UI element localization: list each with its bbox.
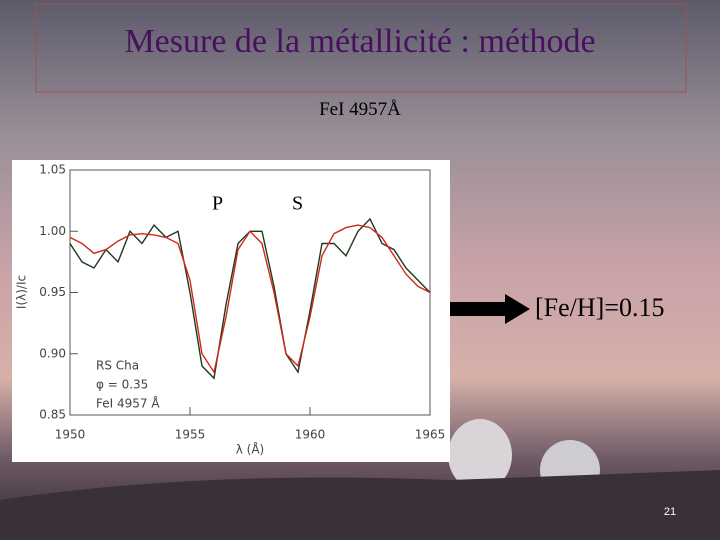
chart-panel: [12, 160, 450, 462]
x-tick-label: 1950: [55, 428, 86, 442]
y-tick-label: 0.85: [39, 408, 66, 422]
annotation: RS Cha: [96, 359, 139, 373]
y-tick-label: 1.05: [39, 163, 66, 177]
y-tick-label: 0.90: [39, 346, 66, 360]
annotation: P: [212, 193, 223, 215]
annotation: S: [292, 193, 303, 215]
y-axis-label: I(λ)/Ic: [15, 275, 29, 309]
arrow: [448, 294, 530, 324]
annotation: φ = 0.35: [96, 378, 148, 392]
x-tick-label: 1965: [415, 428, 446, 442]
x-tick-label: 1960: [295, 428, 326, 442]
annotation: FeI 4957 Å: [96, 396, 160, 411]
dome: [448, 419, 512, 491]
result: [Fe/H]=0.15: [535, 293, 664, 322]
chart: λ (Å) I(λ)/Ic P S RS Cha φ = 0.35 FeI 49…: [12, 160, 450, 462]
ground: [0, 470, 720, 540]
page-number: 21: [664, 506, 676, 518]
title-box: [35, 3, 687, 93]
slide-title: Mesure de la métallicité : méthode: [124, 23, 595, 60]
series-line: [69, 224, 431, 374]
x-tick-label: 1955: [175, 428, 206, 442]
subtitle: FeI 4957Å: [319, 99, 401, 120]
x-axis-label: λ (Å): [236, 442, 265, 457]
y-tick-label: 0.95: [39, 285, 66, 299]
y-tick-label: 1.00: [39, 224, 66, 238]
